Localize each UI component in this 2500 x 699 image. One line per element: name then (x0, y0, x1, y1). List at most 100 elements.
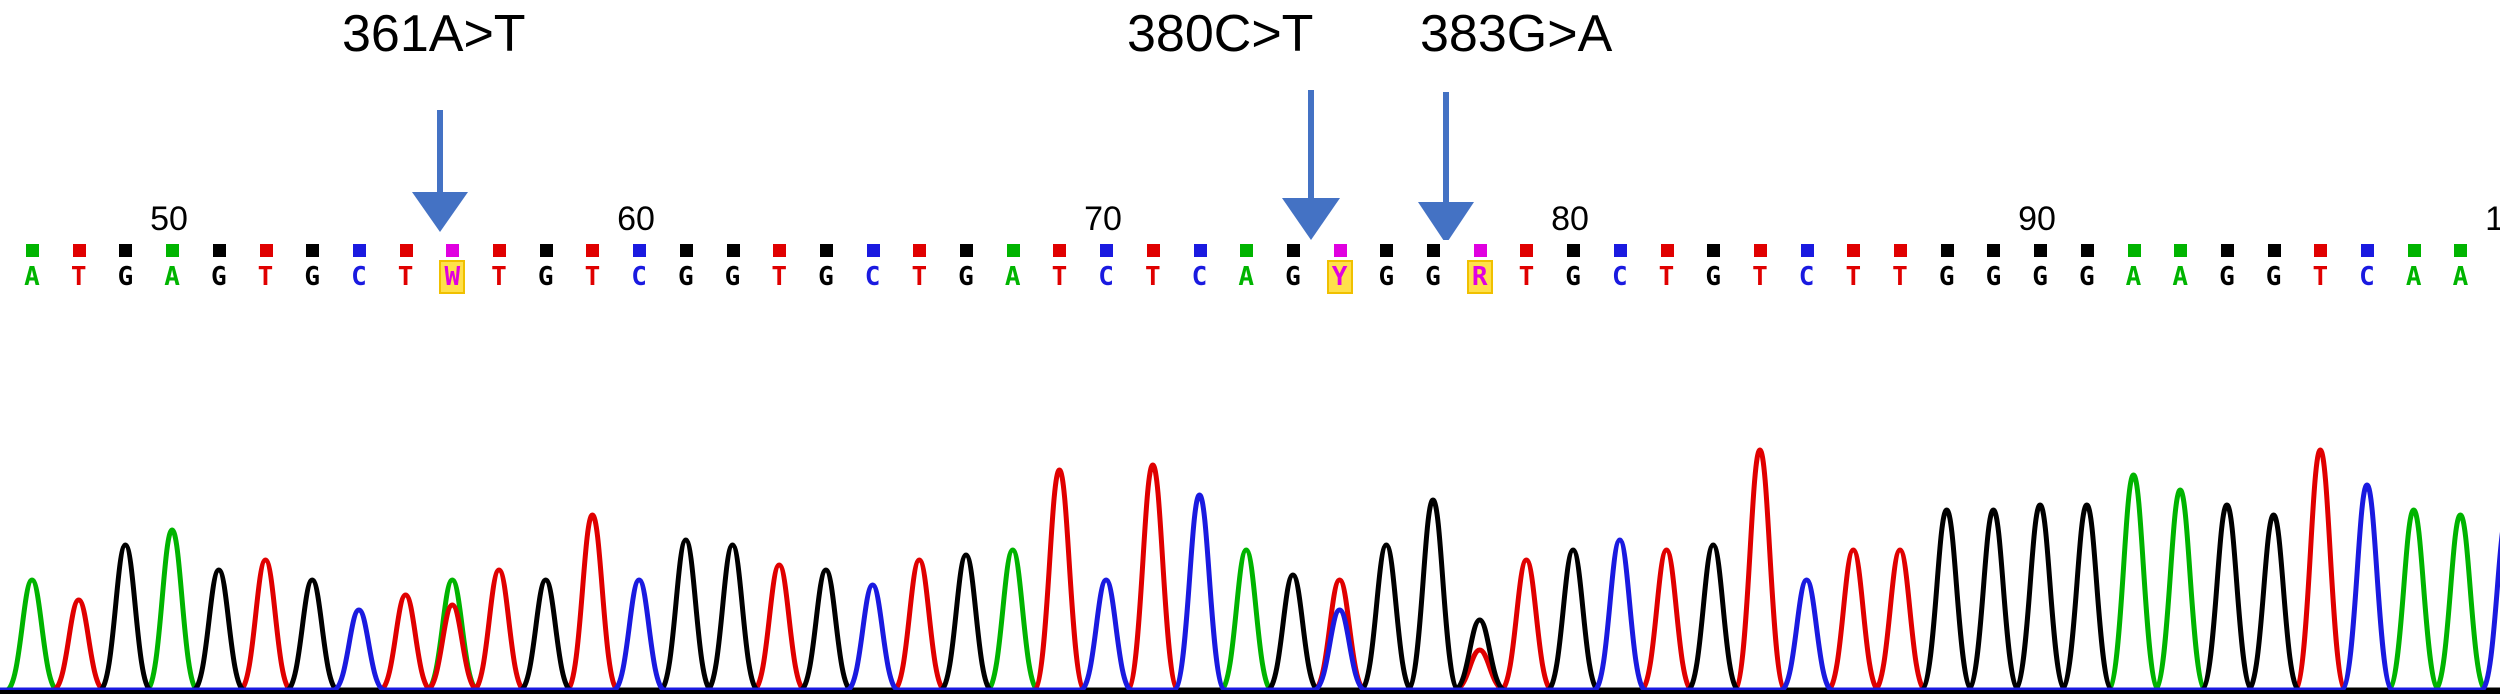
mutation-label-383: 383G>A (1420, 5, 1613, 63)
base-call: T (584, 262, 601, 292)
base-call: G (1285, 262, 1301, 292)
quality-mark (1987, 244, 2001, 257)
base-call: C (1611, 262, 1628, 292)
quality-mark (26, 244, 39, 257)
quality-mark (1240, 244, 1254, 257)
quality-mark (1567, 244, 1581, 257)
arrow-383 (1418, 92, 1474, 240)
quality-mark (1380, 244, 1394, 257)
base-call: G (210, 262, 227, 292)
quality-mark (1520, 244, 1534, 257)
base-call: A (24, 262, 40, 292)
base-call: A (2125, 262, 2142, 292)
base-call: W (441, 262, 464, 292)
quality-mark (399, 244, 413, 257)
quality-mark (773, 244, 787, 257)
base-call: G (1425, 262, 1441, 292)
quality-mark (493, 244, 506, 257)
base-call: G (724, 262, 741, 292)
base-call: G (2265, 262, 2282, 292)
ruler-number: 100 (2485, 200, 2500, 238)
quality-mark (1847, 244, 1861, 257)
quality-mark (446, 244, 460, 257)
quality-mark (960, 244, 973, 257)
base-call: T (1845, 262, 1862, 292)
quality-mark (259, 244, 273, 257)
base-call: T (397, 262, 414, 292)
quality-mark (166, 244, 180, 257)
quality-mark (72, 244, 86, 257)
quality-mark (1146, 244, 1160, 257)
quality-mark (1286, 244, 1300, 257)
base-call: G (2078, 262, 2095, 292)
quality-mark (352, 244, 366, 257)
base-call: G (2032, 262, 2048, 292)
quality-mark (2034, 244, 2048, 257)
quality-mark (1894, 244, 1907, 257)
quality-mark (2314, 244, 2328, 257)
mutation-arrows (412, 90, 1474, 240)
quality-mark (2407, 244, 2421, 257)
base-call: G (304, 262, 321, 292)
base-call: A (2452, 262, 2469, 292)
base-call: C (1798, 262, 1815, 292)
quality-mark (2267, 244, 2281, 257)
base-call: G (1938, 262, 1955, 292)
base-call: G (818, 262, 834, 292)
base-call: C (2496, 262, 2500, 292)
quality-mark (866, 244, 880, 257)
mutation-label-361: 361A>T (342, 5, 526, 63)
quality-mark (1800, 244, 1814, 257)
quality-mark (1193, 244, 1207, 257)
quality-mark (2454, 244, 2468, 257)
base-call: C (1098, 262, 1114, 292)
ruler-number: 80 (1551, 200, 1589, 238)
base-call: A (1238, 262, 1255, 292)
base-call: C (1191, 262, 1208, 292)
base-call: G (1565, 262, 1581, 292)
quality-mark (212, 244, 226, 257)
quality-mark (1753, 244, 1767, 257)
quality-mark (2361, 244, 2374, 257)
trace-channel-T (0, 447, 2500, 693)
quality-mark (1333, 244, 1347, 257)
quality-mark (1053, 244, 1067, 257)
base-call: T (70, 262, 87, 292)
base-call: G (2219, 262, 2235, 292)
base-call: G (1378, 262, 1395, 292)
quality-mark (2080, 244, 2094, 257)
quality-mark (1660, 244, 1674, 257)
base-call: T (771, 262, 788, 292)
base-call: G (1705, 262, 1722, 292)
trace-channel-A (0, 472, 2500, 693)
base-call: A (2172, 262, 2189, 292)
base-call: T (1892, 262, 1908, 292)
base-call: G (537, 262, 554, 292)
base-call: T (1658, 262, 1675, 292)
base-call: G (958, 262, 974, 292)
mutation-label-380: 380C>T (1127, 5, 1314, 63)
base-call: C (351, 262, 367, 292)
quality-mark (1100, 244, 1114, 257)
quality-mark (1473, 244, 1487, 257)
quality-mark (633, 244, 647, 257)
base-call: T (911, 262, 928, 292)
base-call: Y (1328, 262, 1351, 292)
quality-mark (2220, 244, 2234, 257)
quality-mark (1427, 244, 1440, 257)
base-call: A (164, 262, 180, 292)
quality-mark (913, 244, 927, 257)
base-call: C (631, 262, 647, 292)
base-call: C (2359, 262, 2375, 292)
base-call: T (1518, 262, 1535, 292)
ruler-number: 70 (1084, 200, 1122, 238)
arrow-380 (1282, 90, 1340, 240)
quality-mark (2174, 244, 2188, 257)
base-call: A (1004, 262, 1021, 292)
base-call: T (2312, 262, 2329, 292)
base-call: T (491, 262, 507, 292)
ruler-number: 50 (150, 200, 188, 238)
quality-mark (586, 244, 600, 257)
base-call: T (257, 262, 274, 292)
base-call: R (1468, 262, 1491, 292)
